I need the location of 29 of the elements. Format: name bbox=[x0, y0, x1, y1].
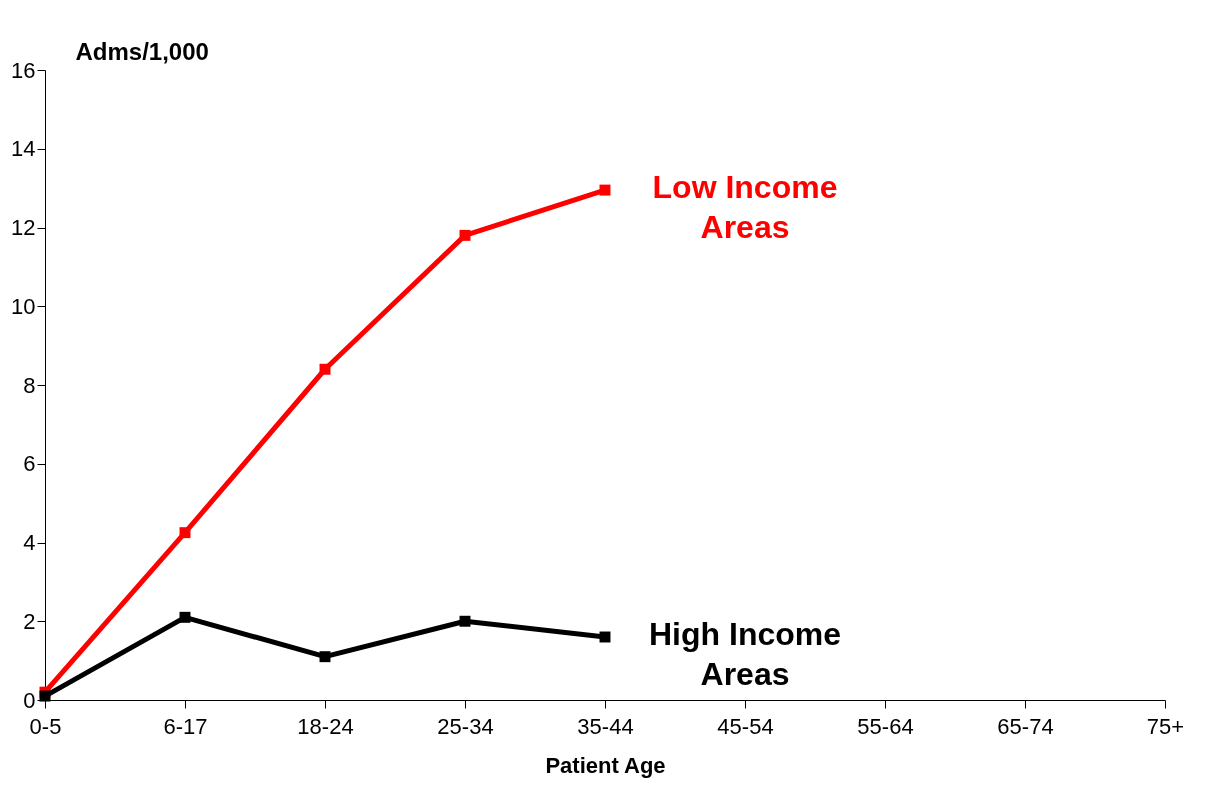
y-tick-label: 10 bbox=[11, 293, 36, 319]
x-tick-label: 6-17 bbox=[163, 713, 208, 739]
point bbox=[319, 651, 331, 663]
x-tick-label: 75+ bbox=[1146, 713, 1185, 739]
x-tick-label: 25-34 bbox=[437, 713, 494, 739]
point bbox=[179, 611, 191, 623]
point bbox=[319, 363, 331, 375]
x-tick-label: 18-24 bbox=[297, 713, 354, 739]
y-axis-title: Adms/1,000 bbox=[75, 37, 209, 65]
point bbox=[459, 229, 471, 241]
y-tick-label: 2 bbox=[23, 608, 36, 634]
point bbox=[599, 184, 611, 196]
x-axis-title: Patient Age bbox=[545, 752, 666, 778]
y-tick-label: 14 bbox=[11, 136, 36, 162]
x-tick-label: 0-5 bbox=[29, 713, 62, 739]
point bbox=[179, 527, 191, 539]
y-tick-label: 8 bbox=[23, 372, 36, 398]
point bbox=[459, 615, 471, 627]
y-tick-label: 6 bbox=[23, 451, 36, 477]
y-tick-label: 12 bbox=[11, 215, 36, 240]
y-tick-label: 0 bbox=[23, 687, 36, 713]
x-tick-label: 35-44 bbox=[577, 713, 634, 739]
y-tick-label: 16 bbox=[11, 57, 36, 83]
y-tick-label: 4 bbox=[23, 530, 36, 555]
x-tick-label: 45-54 bbox=[717, 713, 774, 739]
series-label: High Income Areas bbox=[648, 616, 842, 692]
series-label: Low Income Areas bbox=[652, 169, 838, 246]
x-tick-label: 65-74 bbox=[997, 713, 1054, 739]
x-tick-label: 55-64 bbox=[857, 713, 914, 739]
